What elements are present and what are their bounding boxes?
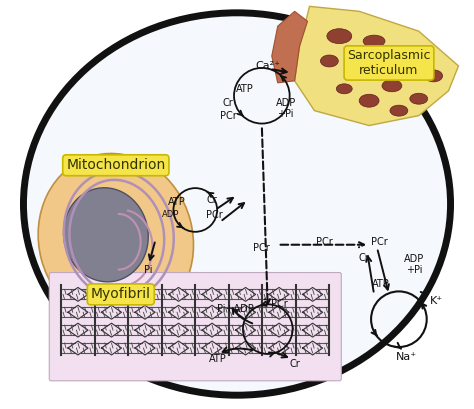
Text: PCr: PCr	[206, 210, 222, 220]
Ellipse shape	[363, 35, 385, 47]
Text: ATP: ATP	[209, 354, 227, 364]
Text: PCr: PCr	[219, 110, 237, 121]
Text: Cr: Cr	[359, 253, 370, 263]
Ellipse shape	[410, 93, 428, 104]
FancyBboxPatch shape	[49, 272, 341, 381]
Text: Na⁺: Na⁺	[396, 352, 418, 362]
Ellipse shape	[23, 13, 451, 395]
Text: Pi: Pi	[145, 265, 153, 274]
Text: ADP
+Pi: ADP +Pi	[404, 254, 424, 275]
Text: Cr: Cr	[223, 98, 233, 108]
Text: ATP: ATP	[236, 84, 254, 94]
Text: Cr: Cr	[207, 195, 218, 205]
Ellipse shape	[38, 153, 193, 326]
Polygon shape	[272, 11, 308, 83]
Ellipse shape	[425, 70, 443, 82]
Text: PCr: PCr	[371, 237, 387, 247]
Ellipse shape	[397, 50, 417, 62]
Text: ADP
+Pi: ADP +Pi	[275, 98, 296, 119]
Ellipse shape	[327, 29, 352, 44]
Ellipse shape	[348, 66, 370, 80]
Ellipse shape	[359, 94, 379, 107]
Ellipse shape	[337, 84, 352, 94]
Text: Pi+ADP: Pi+ADP	[217, 304, 254, 314]
Text: Sarcoplasmic
reticulum: Sarcoplasmic reticulum	[347, 49, 431, 77]
Ellipse shape	[64, 188, 148, 282]
Text: Cr: Cr	[289, 359, 300, 369]
Text: ATP: ATP	[372, 279, 390, 290]
Polygon shape	[295, 7, 458, 126]
Text: Ca²⁺: Ca²⁺	[255, 61, 280, 71]
Text: K⁺: K⁺	[430, 297, 443, 306]
Ellipse shape	[382, 80, 402, 92]
Text: Myofibril: Myofibril	[91, 288, 151, 301]
Text: PCr: PCr	[254, 243, 270, 253]
Text: ADP: ADP	[162, 210, 179, 220]
Text: PCr: PCr	[316, 237, 333, 247]
Text: PCr: PCr	[271, 299, 288, 309]
Text: ATP: ATP	[167, 197, 185, 207]
Ellipse shape	[320, 55, 338, 67]
Text: Mitochondrion: Mitochondrion	[66, 158, 165, 172]
Ellipse shape	[390, 105, 408, 116]
